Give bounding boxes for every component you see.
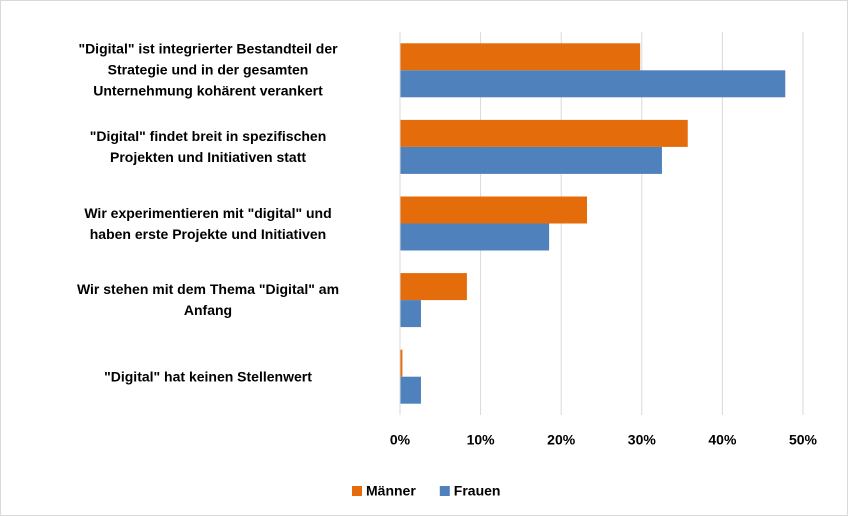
x-tick-label: 40%: [708, 432, 737, 448]
x-tick-label: 20%: [547, 432, 576, 448]
bar: [400, 300, 421, 328]
y-tick-label: Wir experimentieren mit "digital" und ha…: [84, 204, 332, 242]
bar: [400, 273, 467, 301]
y-tick-label: "Digital" hat keinen Stellenwert: [104, 368, 312, 385]
x-tick-label: 10%: [467, 432, 496, 448]
x-tick-label: 50%: [789, 432, 818, 448]
bar: [400, 146, 662, 174]
bar: [400, 70, 786, 98]
legend-label: Männer: [366, 483, 416, 499]
bar: [400, 43, 641, 71]
legend-swatch: [352, 486, 362, 496]
legend-label: Frauen: [454, 483, 501, 499]
bar: [400, 349, 403, 377]
x-tick-label: 30%: [628, 432, 657, 448]
bar: [400, 223, 550, 251]
y-tick-label: "Digital" findet breit in spezifischen P…: [89, 127, 327, 165]
bar: [400, 196, 587, 224]
x-tick-label: 0%: [390, 432, 411, 448]
y-tick-label: "Digital" ist integrierter Bestandteil d…: [78, 40, 338, 99]
bar: [400, 376, 421, 404]
y-tick-label: Wir stehen mit dem Thema "Digital" am An…: [76, 281, 340, 319]
bar: [400, 119, 688, 147]
legend-swatch: [439, 486, 450, 496]
